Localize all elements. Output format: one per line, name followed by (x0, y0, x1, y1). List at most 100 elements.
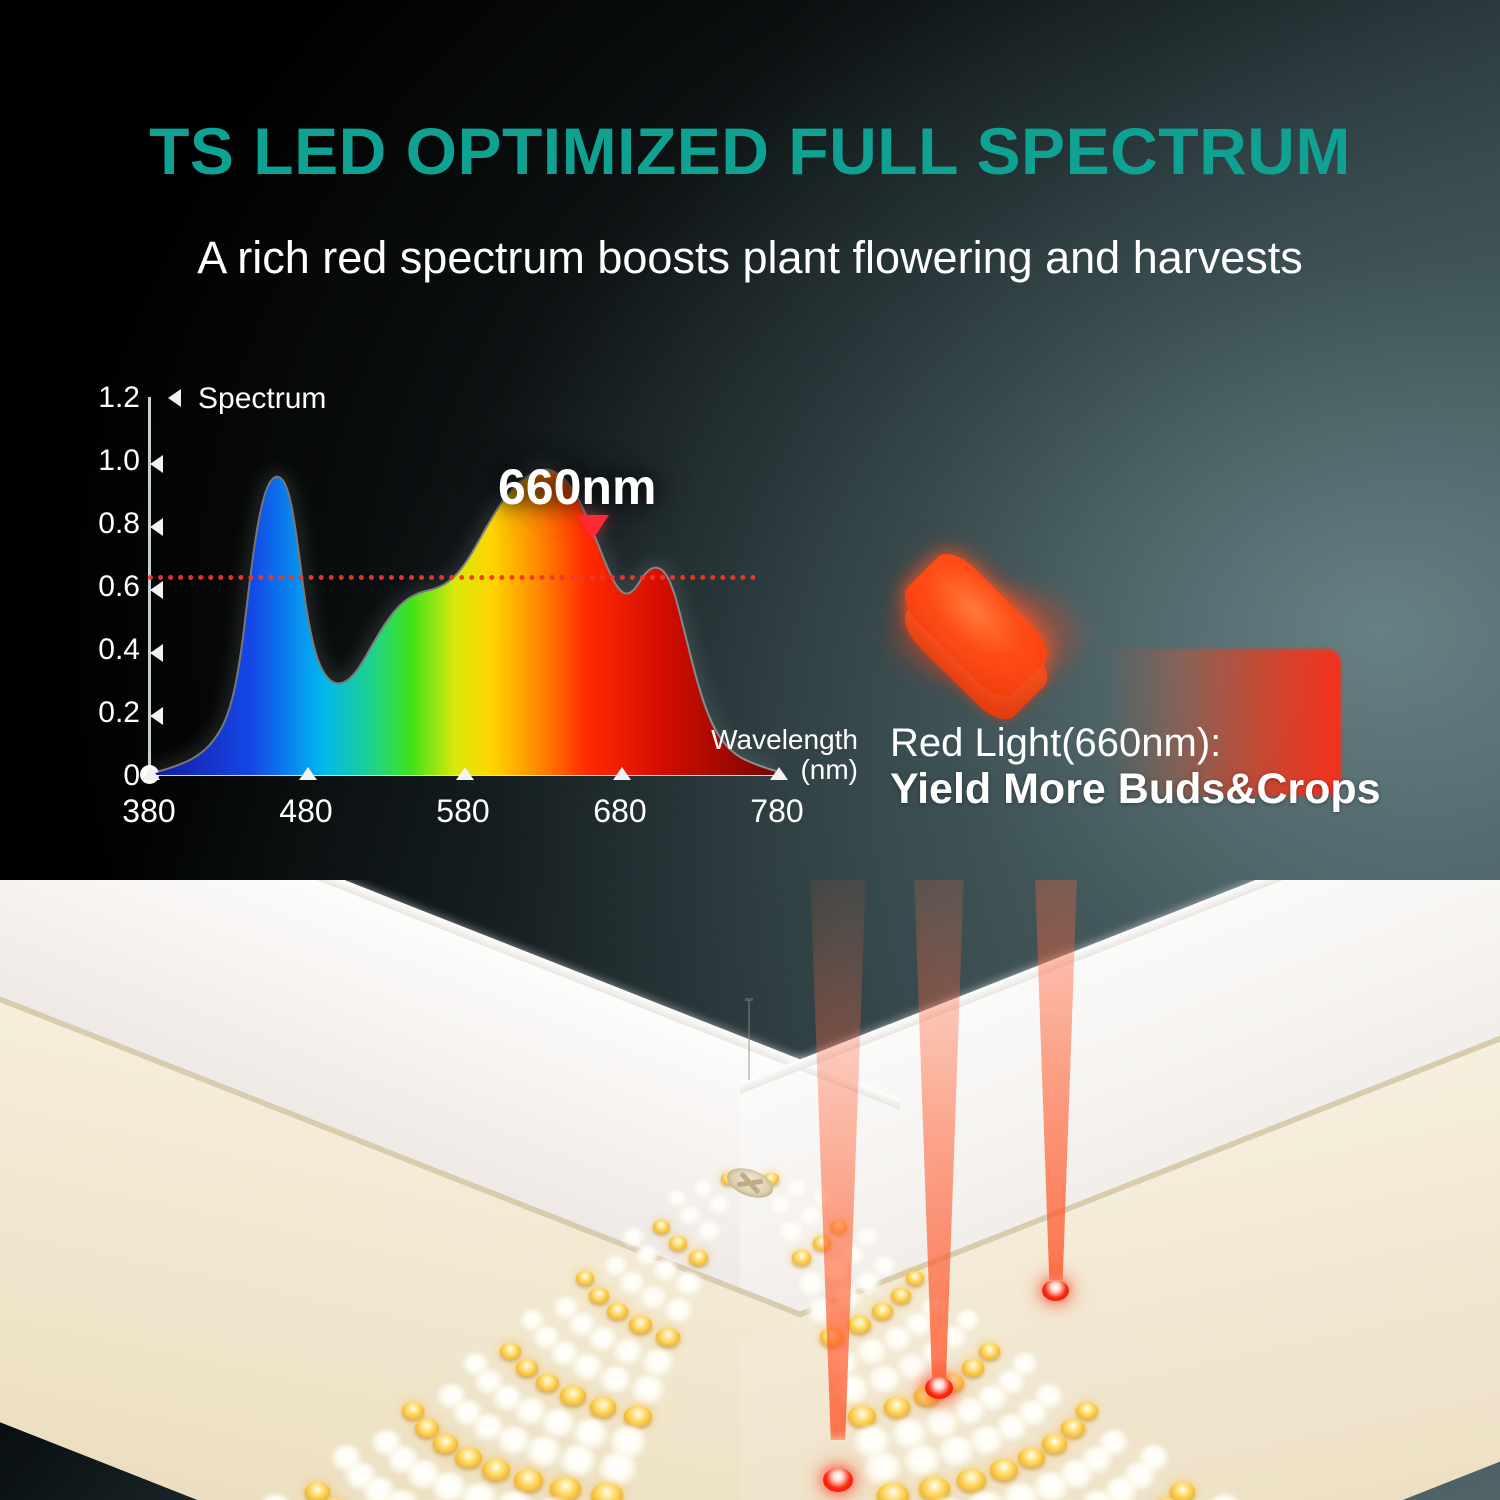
amber-led (905, 1271, 924, 1285)
amber-led (591, 1483, 624, 1500)
amber-led (589, 1287, 609, 1303)
white-led (692, 1179, 713, 1197)
amber-led (1061, 1419, 1085, 1437)
amber-led (513, 1468, 544, 1491)
white-led (856, 1338, 888, 1366)
white-led (540, 1408, 576, 1439)
white-led (599, 1365, 632, 1394)
amber-led (305, 1482, 331, 1500)
callout-title: Red Light(660nm): (890, 721, 1222, 765)
amber-led (1018, 1447, 1045, 1468)
white-led (1001, 1482, 1040, 1500)
white-led (568, 1312, 596, 1336)
white-led (868, 1365, 901, 1394)
amber-led (1169, 1482, 1195, 1500)
x-tick-mark (770, 767, 788, 780)
amber-led (848, 1405, 877, 1427)
white-led (696, 1221, 721, 1242)
white-led (622, 1227, 645, 1247)
peak-annotation-label: 660nm (498, 459, 657, 515)
white-led (797, 1272, 826, 1296)
amber-led (656, 1327, 681, 1346)
y-tick-label-1_0: 1.0 (98, 444, 140, 477)
white-led (707, 1195, 730, 1215)
amber-led (872, 1303, 894, 1319)
amber-led (515, 1359, 539, 1377)
white-led (630, 1375, 666, 1405)
amber-led (455, 1447, 482, 1468)
y-tick-label-0_8: 0.8 (98, 507, 140, 540)
white-led (604, 1256, 628, 1277)
amber-led (978, 1343, 1000, 1360)
spectrum-tick-mark (168, 389, 181, 407)
y-tick-mark (150, 455, 163, 473)
amber-led (956, 1468, 987, 1491)
white-led (559, 1445, 598, 1478)
spectrum-chart: 1.2 1.0 0.8 0.6 0.4 0.2 0 Spectrum (80, 375, 858, 865)
white-led (1104, 1476, 1139, 1500)
white-led (525, 1436, 562, 1468)
red-glow-panel (1103, 649, 1341, 796)
white-led (496, 1425, 531, 1456)
amber-led (1042, 1434, 1068, 1454)
y-tick-label-0_2: 0.2 (98, 696, 140, 729)
amber-led (763, 1172, 779, 1185)
amber-led (606, 1303, 628, 1319)
white-led (666, 1189, 687, 1207)
red-led (925, 1377, 953, 1399)
white-led (902, 1445, 941, 1478)
amber-led (535, 1373, 560, 1392)
white-led (635, 1244, 659, 1265)
white-led (361, 1476, 396, 1500)
amber-led (623, 1405, 652, 1427)
white-led (891, 1418, 928, 1450)
fixture-seam-cap (745, 998, 753, 1001)
white-led (872, 1256, 896, 1277)
x-tick-mark (299, 767, 317, 780)
amber-led (791, 1250, 812, 1265)
white-led (588, 1326, 618, 1352)
amber-led (500, 1343, 522, 1360)
white-led (896, 1354, 928, 1381)
white-led (770, 1195, 793, 1215)
amber-led (1075, 1402, 1098, 1420)
white-led (674, 1272, 703, 1296)
white-led (679, 1206, 702, 1225)
white-led (1208, 1494, 1242, 1500)
amber-led (891, 1287, 911, 1303)
y-tick-mark (150, 644, 163, 662)
amber-led (415, 1419, 439, 1437)
white-led (639, 1285, 667, 1310)
y-tick-mark (150, 581, 163, 599)
x-tick-label-680: 680 (593, 793, 647, 829)
white-led (862, 1451, 903, 1486)
x-tick-label-480: 480 (279, 793, 333, 829)
x-tick-mark (613, 767, 631, 780)
white-led (926, 1498, 968, 1500)
y-tick-label-0_4: 0.4 (98, 633, 140, 666)
white-led (779, 1221, 804, 1242)
white-led (798, 1206, 821, 1225)
red-led (1042, 1280, 1069, 1301)
white-led (938, 1436, 975, 1468)
white-led (383, 1489, 420, 1500)
y-tick-label-0: 0 (123, 759, 140, 792)
x-tick-label-580: 580 (436, 793, 490, 829)
amber-led (848, 1316, 871, 1334)
y-tick-mark (150, 707, 163, 725)
white-led (532, 1498, 574, 1500)
amber-led (320, 1498, 348, 1500)
white-led (855, 1271, 881, 1294)
white-led (855, 1227, 878, 1247)
white-led (612, 1338, 644, 1366)
spectrum-curve (146, 468, 776, 775)
white-led (904, 1312, 932, 1336)
white-led (969, 1425, 1004, 1456)
y-tick-mark (150, 518, 163, 536)
threshold-line (148, 575, 756, 580)
amber-led (961, 1359, 985, 1377)
white-led (519, 1309, 546, 1332)
x-tick-label-380: 380 (122, 793, 176, 829)
white-led (641, 1349, 675, 1378)
